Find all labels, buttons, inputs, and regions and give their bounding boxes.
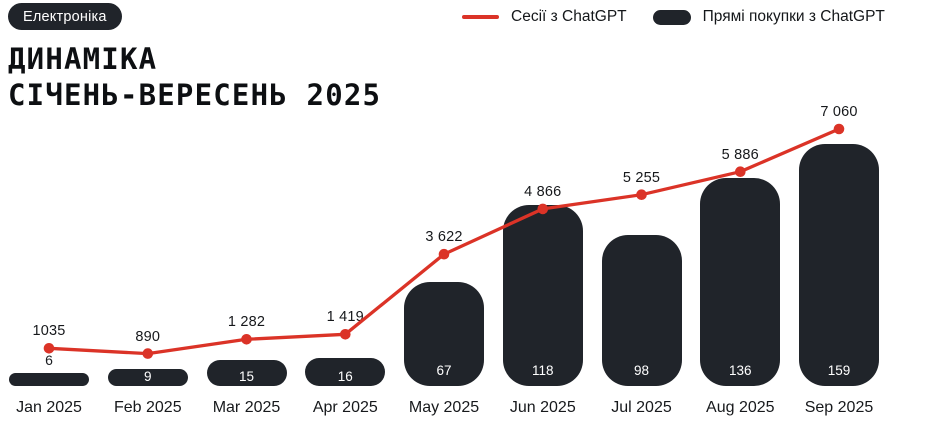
chart-title-line2: СІЧЕНЬ-ВЕРЕСЕНЬ 2025 [8, 78, 382, 112]
bar-value-label: 9 [144, 369, 152, 384]
line-point-label: 1 282 [227, 314, 266, 331]
bar [9, 373, 89, 386]
x-axis-label: Feb 2025 [113, 399, 182, 416]
data-point-dot [636, 189, 647, 200]
chart-title-line1: ДИНАМІКА [8, 42, 158, 76]
bar-value-label: 159 [827, 363, 851, 378]
x-axis-label: May 2025 [408, 399, 480, 416]
x-axis-label: Sep 2025 [804, 399, 874, 416]
legend: Сесії з ChatGPT Прямі покупки з ChatGPT [462, 6, 885, 28]
legend-label-purchases: Прямі покупки з ChatGPT [702, 8, 885, 25]
line-point-label: 5 886 [721, 146, 759, 163]
bar [502, 205, 583, 386]
legend-item-purchases: Прямі покупки з ChatGPT [652, 8, 885, 26]
bar-value-label: 6 [45, 352, 53, 368]
x-axis-label: Jun 2025 [509, 399, 576, 416]
line-point-label: 7 060 [820, 104, 858, 120]
x-axis-label: Apr 2025 [312, 399, 378, 416]
legend-label-sessions: Сесії з ChatGPT [511, 8, 627, 25]
data-point-dot [241, 334, 252, 345]
bar-value-label: 16 [337, 369, 353, 384]
x-axis-label: Aug 2025 [706, 399, 775, 416]
bar [799, 143, 879, 386]
line-point-label: 1035 [32, 323, 66, 340]
bar-value-label: 118 [532, 363, 554, 378]
bar-value-label: 136 [729, 363, 752, 378]
bar-value-label: 98 [633, 363, 650, 378]
line-point-label: 5 255 [622, 169, 661, 186]
x-axis-label: Jul 2025 [611, 399, 672, 416]
line-series-swatch-icon [462, 15, 499, 19]
data-point-dot [340, 329, 351, 340]
legend-item-sessions: Сесії з ChatGPT [462, 8, 627, 26]
data-point-dot [142, 348, 154, 359]
bar-series-swatch-icon [652, 9, 691, 25]
bar [206, 359, 287, 386]
category-badge[interactable]: Електроніка [8, 3, 122, 30]
bar [107, 368, 188, 386]
bar-value-label: 15 [238, 369, 255, 384]
data-point-dot [833, 123, 845, 135]
bar-value-label: 67 [436, 363, 452, 378]
bar [305, 358, 386, 386]
data-point-dot [735, 166, 746, 177]
chart-title: ДИНАМІКА СІЧЕНЬ-ВЕРЕСЕНЬ 2025 [8, 41, 381, 113]
line-point-label: 4 866 [524, 183, 562, 200]
bar [700, 178, 781, 386]
line-point-label: 1 419 [326, 309, 364, 326]
x-axis-label: Mar 2025 [212, 399, 281, 416]
data-point-dot [438, 248, 450, 260]
line-point-label: 3 622 [425, 229, 463, 246]
x-axis-label: Jan 2025 [16, 399, 82, 416]
line-point-label: 890 [135, 328, 161, 345]
